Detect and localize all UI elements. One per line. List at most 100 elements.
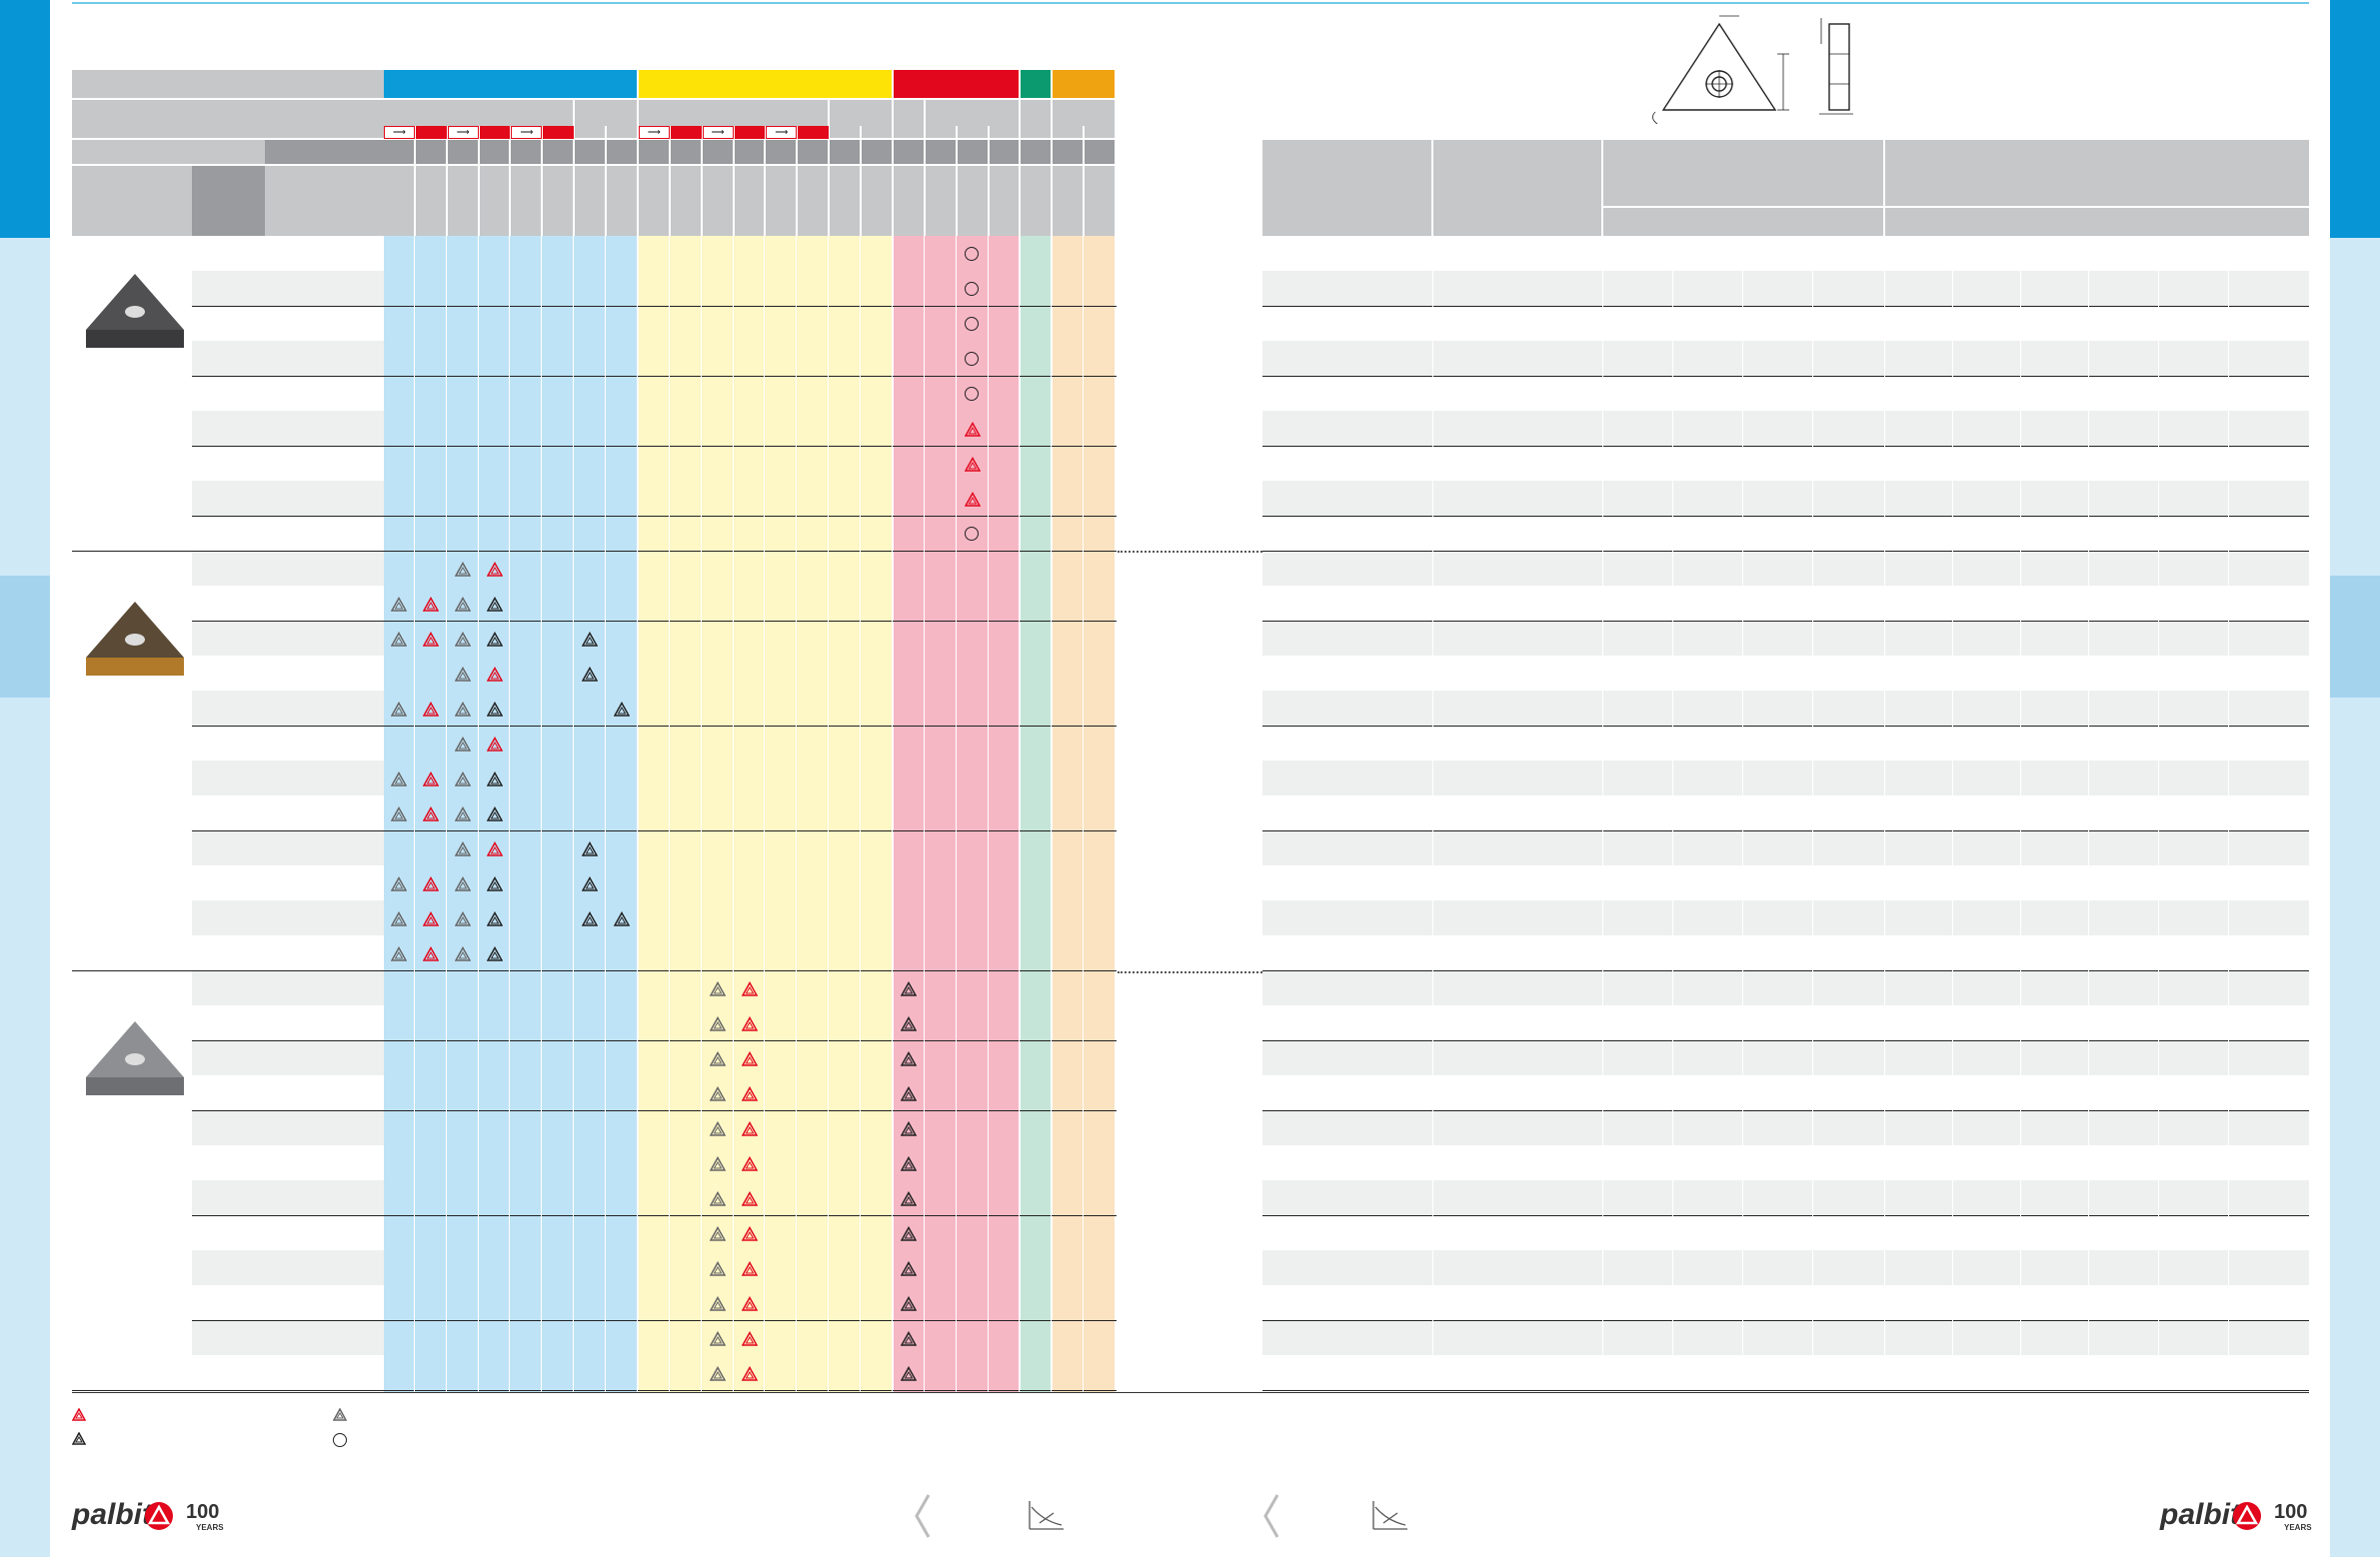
chevron-left-icon[interactable] bbox=[913, 1493, 933, 1539]
grade-header-cell bbox=[862, 166, 892, 236]
grade-header-cell bbox=[925, 166, 956, 236]
bottom-rule bbox=[72, 1392, 2309, 1393]
subgroup-header bbox=[575, 126, 606, 138]
subgroup-header bbox=[1085, 126, 1115, 138]
side-tab bbox=[2330, 807, 2380, 944]
side-tab bbox=[0, 1193, 50, 1332]
grade-header-cell bbox=[447, 166, 478, 236]
red-triangle-icon bbox=[741, 1225, 758, 1241]
side-tab bbox=[0, 0, 50, 61]
row-stripe bbox=[1262, 341, 2309, 376]
group-m-background bbox=[638, 236, 892, 1392]
group-m-band bbox=[638, 70, 892, 98]
grade-header-cell bbox=[893, 166, 924, 236]
years-number-right: 100 bbox=[2274, 1501, 2308, 1523]
subgroup-header bbox=[925, 126, 956, 138]
row-divider bbox=[192, 1320, 1117, 1321]
side-tab bbox=[0, 576, 50, 699]
arrow-box: ⟶ bbox=[384, 126, 415, 139]
red-triangle-icon bbox=[964, 456, 981, 472]
circle-icon bbox=[964, 281, 979, 296]
gray-triangle-icon bbox=[709, 1190, 726, 1206]
top-rule bbox=[72, 2, 2309, 4]
column-divider bbox=[668, 236, 670, 1392]
subgroup-header bbox=[925, 100, 1020, 126]
row-divider bbox=[192, 1040, 1117, 1041]
column-divider bbox=[891, 236, 893, 1392]
black-triangle-icon bbox=[900, 1330, 917, 1346]
row-stripe bbox=[192, 691, 384, 726]
section-connector bbox=[1118, 971, 1262, 973]
red-triangle-icon bbox=[422, 631, 439, 647]
row-stripe bbox=[192, 481, 384, 516]
side-tab bbox=[2330, 1083, 2380, 1194]
grade-header-cell bbox=[766, 140, 797, 164]
red-triangle-icon bbox=[741, 1015, 758, 1031]
gray-triangle-icon bbox=[709, 1295, 726, 1311]
black-triangle-icon bbox=[900, 1120, 917, 1136]
arrow-box bbox=[415, 126, 447, 139]
red-triangle-icon bbox=[741, 1050, 758, 1066]
grade-header-cell bbox=[702, 166, 733, 236]
row-stripe bbox=[192, 1110, 384, 1145]
gray-triangle-icon bbox=[390, 875, 407, 891]
red-triangle-icon bbox=[964, 421, 981, 437]
gray-triangle-icon bbox=[709, 1260, 726, 1276]
grade-header-cell bbox=[1021, 140, 1052, 164]
side-tab bbox=[2330, 1469, 2380, 1558]
row-stripe bbox=[192, 830, 384, 865]
row-divider bbox=[192, 830, 1117, 831]
group-k-band bbox=[893, 70, 1020, 98]
row-stripe bbox=[192, 761, 384, 795]
gray-triangle-icon bbox=[709, 1120, 726, 1136]
red-triangle-icon bbox=[741, 1155, 758, 1171]
red-triangle-icon bbox=[422, 875, 439, 891]
row-stripe bbox=[192, 1250, 384, 1285]
grade-header-cell bbox=[734, 140, 765, 164]
years-label-left: YEARS bbox=[196, 1523, 224, 1532]
red-triangle-icon bbox=[741, 1120, 758, 1136]
subgroup-header bbox=[989, 126, 1020, 138]
column-divider bbox=[1884, 236, 1885, 1390]
row-stripe bbox=[1262, 830, 2309, 865]
subgroup-header bbox=[1021, 100, 1052, 126]
legend-first-choice-icon bbox=[72, 1408, 86, 1421]
gray-triangle-icon bbox=[709, 1365, 726, 1381]
circle-icon bbox=[964, 351, 979, 366]
grade-header-cell bbox=[957, 140, 988, 164]
group-p-band bbox=[384, 70, 637, 98]
row-stripe bbox=[1262, 1320, 2309, 1355]
column-divider bbox=[923, 236, 925, 1392]
grade-header-cell bbox=[638, 140, 669, 164]
side-tab bbox=[0, 807, 50, 944]
arrow-box: ⟶ bbox=[447, 126, 479, 139]
red-triangle-icon bbox=[741, 1260, 758, 1276]
black-triangle-icon bbox=[486, 771, 503, 786]
column-divider bbox=[2020, 236, 2021, 1390]
column-divider bbox=[860, 236, 862, 1392]
side-tab bbox=[2330, 350, 2380, 463]
column-divider bbox=[2088, 236, 2089, 1390]
subgroup-header bbox=[957, 126, 988, 138]
years-number-left: 100 bbox=[186, 1501, 220, 1523]
black-triangle-icon bbox=[486, 945, 503, 961]
column-divider bbox=[445, 236, 447, 1392]
gray-triangle-icon bbox=[390, 910, 407, 926]
row-stripe bbox=[1262, 761, 2309, 795]
grade-header-cell bbox=[607, 166, 637, 236]
grade-header-cell bbox=[702, 140, 733, 164]
red-triangle-icon bbox=[486, 561, 503, 577]
gray-triangle-icon bbox=[390, 945, 407, 961]
red-triangle-icon bbox=[964, 491, 981, 507]
grade-header-cell bbox=[384, 140, 414, 164]
column-divider bbox=[1051, 236, 1053, 1392]
red-triangle-icon bbox=[741, 1295, 758, 1311]
chevron-left-icon[interactable] bbox=[1261, 1493, 1281, 1539]
row-divider bbox=[1262, 970, 2309, 971]
subgroup-header bbox=[1053, 126, 1084, 138]
black-triangle-icon bbox=[900, 1155, 917, 1171]
header-label-block bbox=[72, 70, 384, 98]
row-divider bbox=[1262, 446, 2309, 447]
row-stripe bbox=[1262, 621, 2309, 656]
grade-header-cell bbox=[766, 166, 797, 236]
